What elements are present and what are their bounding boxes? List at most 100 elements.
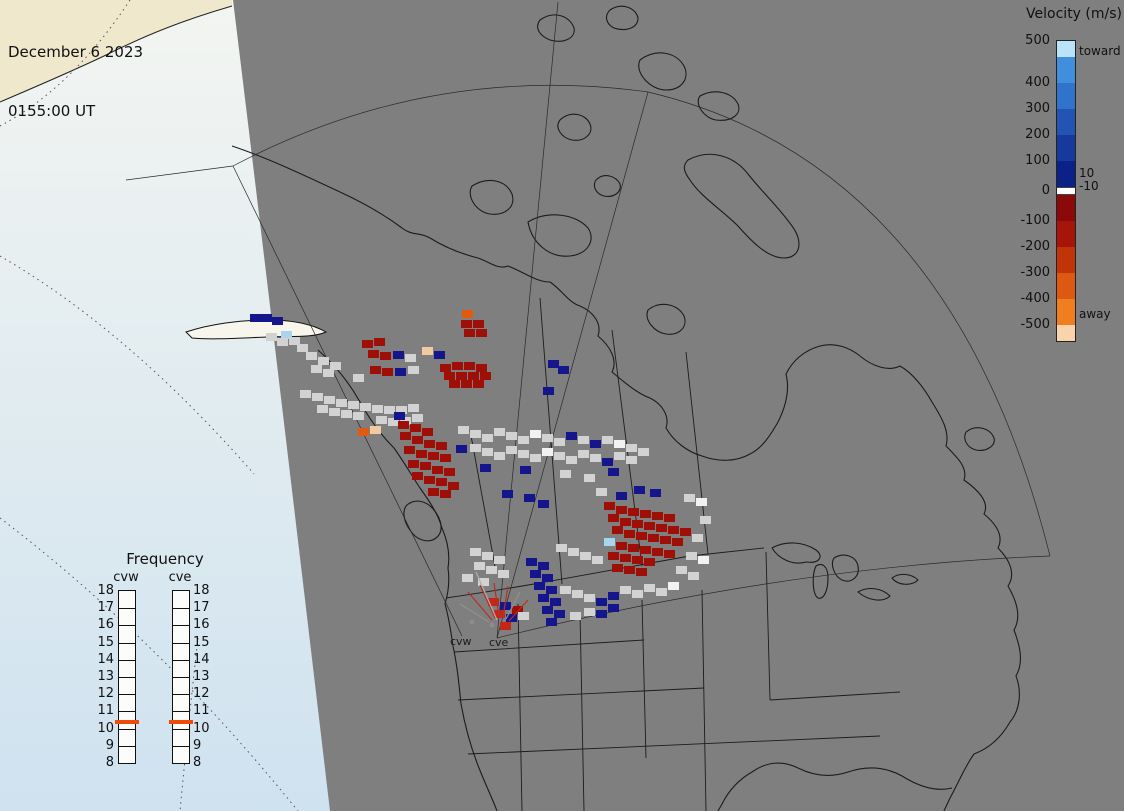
arctic-atlantic-coastline	[231, 145, 1022, 811]
velocity-cell	[424, 476, 435, 484]
frequency-tick-label: 15	[193, 634, 210, 650]
velocity-tick-label: 300	[1025, 101, 1050, 116]
velocity-cell	[548, 360, 559, 368]
frequency-tick-label: 10	[97, 720, 114, 736]
velocity-cell	[578, 436, 589, 444]
velocity-colorbar-segment	[1057, 195, 1075, 221]
velocity-cell	[476, 364, 487, 372]
lake-huron	[831, 554, 859, 582]
velocity-cell	[261, 314, 272, 322]
velocity-cell	[634, 486, 645, 494]
velocity-cell	[644, 522, 655, 530]
frequency-tick-label: 18	[193, 583, 210, 598]
time-label: 0155:00 UT	[8, 101, 96, 120]
velocity-cell	[277, 338, 288, 346]
velocity-cell	[470, 444, 481, 452]
velocity-cell	[329, 408, 340, 416]
velocity-cell	[428, 452, 439, 460]
velocity-cell	[456, 372, 467, 380]
radar-fov-outline	[125, 1, 1051, 639]
velocity-cell	[640, 546, 651, 554]
velocity-cell	[554, 452, 565, 460]
frequency-bar-rung	[119, 694, 135, 696]
velocity-cell	[436, 442, 447, 450]
velocity-cell	[650, 489, 661, 497]
velocity-cell	[440, 490, 451, 498]
velocity-cell	[458, 426, 469, 434]
velocity-cell	[656, 588, 667, 596]
velocity-cell	[584, 474, 595, 482]
state-border	[769, 691, 901, 701]
arctic-island	[605, 5, 639, 31]
fov-edge	[125, 165, 234, 181]
frequency-column-label-cvw: cvw	[113, 570, 139, 585]
velocity-colorbar-segment	[1057, 221, 1075, 247]
velocity-cell	[412, 414, 423, 422]
velocity-cell	[449, 380, 460, 388]
velocity-tick-label: 500	[1025, 33, 1050, 48]
frequency-tick-label: 11	[97, 703, 114, 719]
frequency-bar-rung	[173, 711, 189, 713]
velocity-cell	[436, 478, 447, 486]
velocity-cell	[542, 448, 553, 456]
velocity-cell	[534, 582, 545, 590]
velocity-cell	[464, 362, 475, 370]
velocity-cell	[614, 440, 625, 448]
velocity-cell	[558, 366, 569, 374]
velocity-cell	[584, 594, 595, 602]
velocity-cell	[444, 468, 455, 476]
velocity-cell	[530, 454, 541, 462]
velocity-cell	[608, 592, 619, 600]
velocity-colorbar-segment	[1057, 247, 1075, 273]
southampton-island	[646, 303, 686, 335]
night-shading	[233, 0, 1124, 811]
velocity-colorbar-segment	[1057, 325, 1075, 341]
velocity-cell	[698, 556, 709, 564]
velocity-cell	[628, 544, 639, 552]
velocity-cell	[394, 412, 405, 420]
velocity-cell	[554, 438, 565, 446]
velocity-cell	[360, 403, 371, 411]
velocity-cell	[353, 412, 364, 420]
velocity-cell	[542, 606, 553, 614]
velocity-cell	[636, 532, 647, 540]
velocity-cell	[370, 366, 381, 374]
velocity-cell	[266, 333, 277, 341]
velocity-cell	[494, 556, 505, 564]
velocity-cell	[620, 586, 631, 594]
velocity-colorbar-segment	[1057, 109, 1075, 135]
state-border	[701, 589, 707, 811]
velocity-cell	[311, 365, 322, 373]
velocity-tick-label: 100	[1025, 153, 1050, 168]
state-border	[467, 735, 881, 755]
radar-site-label-cvw: cvw	[450, 635, 472, 648]
velocity-cell	[380, 352, 391, 360]
velocity-cell	[412, 472, 423, 480]
velocity-cell	[410, 424, 421, 432]
lake-ontario	[891, 573, 919, 585]
velocity-cell	[560, 586, 571, 594]
velocity-cell	[602, 436, 613, 444]
velocity-cell	[616, 542, 627, 550]
state-border	[579, 611, 585, 811]
velocity-cell	[592, 556, 603, 564]
velocity-cell	[428, 488, 439, 496]
velocity-cell	[336, 399, 347, 407]
newfoundland	[964, 427, 995, 451]
velocity-cell	[448, 482, 459, 490]
velocity-cell	[289, 337, 300, 345]
velocity-cell	[461, 320, 472, 328]
velocity-cell	[620, 554, 631, 562]
velocity-cell	[644, 558, 655, 566]
velocity-vector	[508, 599, 529, 622]
dayside-coastline	[0, 5, 233, 103]
frequency-bar-rung	[173, 659, 189, 661]
velocity-vector	[505, 591, 521, 620]
velocity-cell	[566, 456, 577, 464]
velocity-cell	[482, 552, 493, 560]
velocity-tick-label: -300	[1020, 265, 1050, 280]
frequency-tick-label: 12	[97, 686, 114, 702]
frequency-marker-cve	[169, 719, 193, 724]
velocity-cell	[272, 317, 283, 325]
frequency-panel: Frequency cvw cve 18 17 16 15 14 13 12 11 10 9 8 18…	[86, 546, 236, 782]
